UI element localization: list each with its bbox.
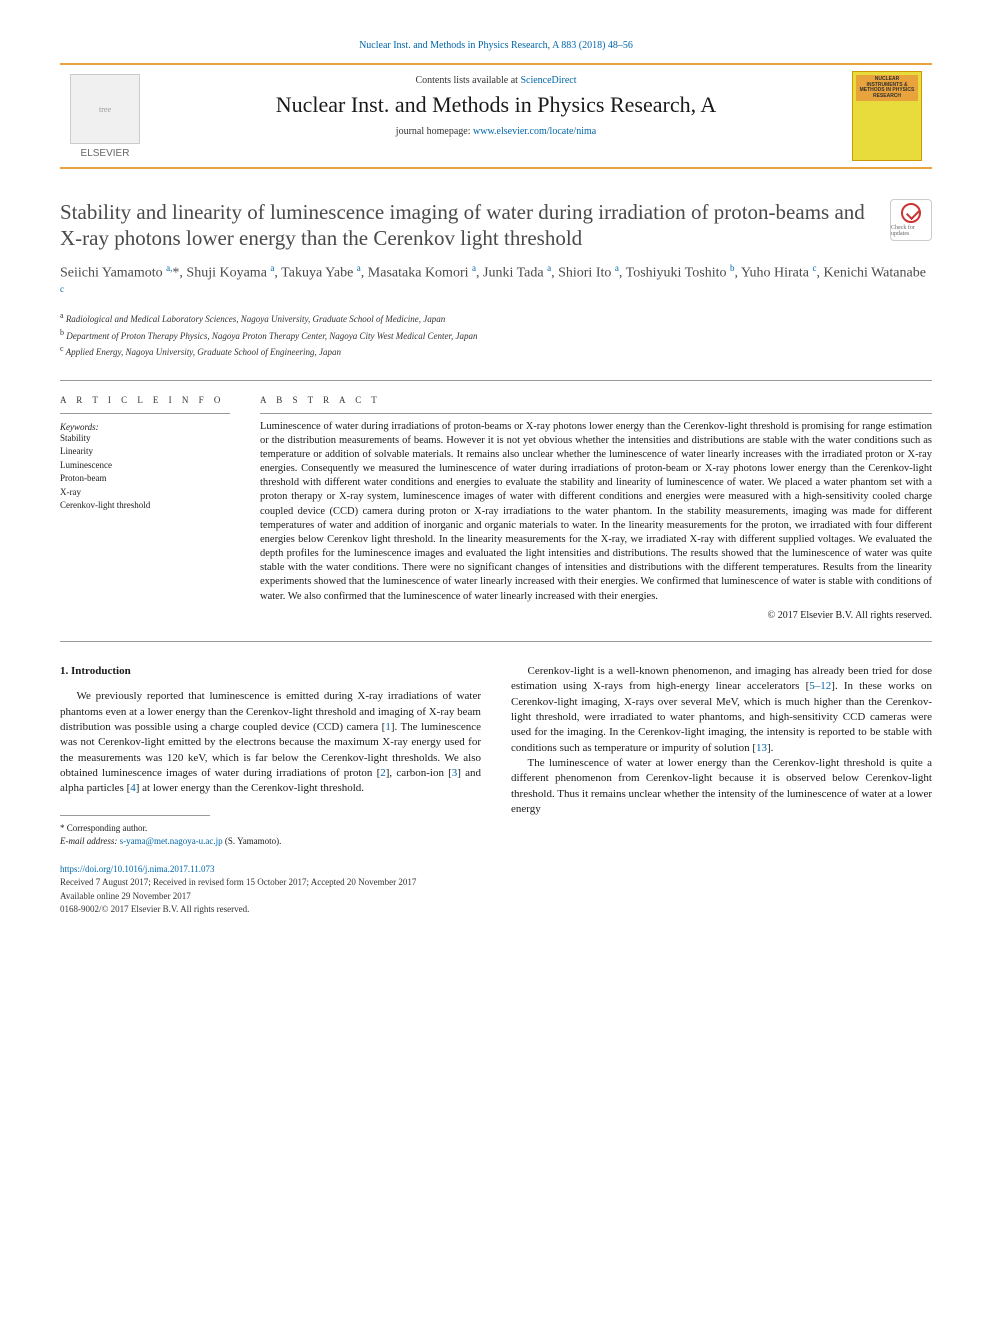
- intro-para-2: Cerenkov-light is a well-known phenomeno…: [511, 664, 932, 756]
- homepage-line: journal homepage: www.elsevier.com/locat…: [156, 126, 836, 137]
- issn-copyright-line: 0168-9002/© 2017 Elsevier B.V. All right…: [60, 904, 249, 914]
- cover-thumb-block: NUCLEAR INSTRUMENTS & METHODS IN PHYSICS…: [842, 65, 932, 167]
- doi-link[interactable]: https://doi.org/10.1016/j.nima.2017.11.0…: [60, 864, 215, 874]
- contents-line: Contents lists available at ScienceDirec…: [156, 75, 836, 86]
- abstract-col: A B S T R A C T Luminescence of water du…: [260, 395, 932, 621]
- crossmark-label: Check for updates: [891, 225, 931, 237]
- contents-prefix: Contents lists available at: [415, 75, 520, 86]
- affiliation-line: a Radiological and Medical Laboratory Sc…: [60, 310, 932, 327]
- elsevier-tree-icon: tree: [70, 74, 140, 144]
- keyword-item: Luminescence: [60, 459, 230, 473]
- available-line: Available online 29 November 2017: [60, 891, 191, 901]
- info-divider: [60, 413, 230, 414]
- email-paren: (S. Yamamoto).: [223, 836, 282, 846]
- title-block: Stability and linearity of luminescence …: [60, 199, 932, 252]
- cover-thumbnail: NUCLEAR INSTRUMENTS & METHODS IN PHYSICS…: [852, 71, 922, 161]
- ref-5-12-link[interactable]: 5–12: [809, 680, 831, 692]
- keywords-list: StabilityLinearityLuminescenceProton-bea…: [60, 432, 230, 513]
- homepage-link[interactable]: www.elsevier.com/locate/nima: [473, 126, 596, 137]
- corresponding-label: * Corresponding author.: [60, 822, 481, 836]
- keyword-item: X-ray: [60, 486, 230, 500]
- keyword-item: Proton-beam: [60, 472, 230, 486]
- doi-history-block: https://doi.org/10.1016/j.nima.2017.11.0…: [60, 863, 932, 917]
- email-line: E-mail address: s-yama@met.nagoya-u.ac.j…: [60, 835, 481, 849]
- journal-name: Nuclear Inst. and Methods in Physics Res…: [156, 92, 836, 118]
- cover-thumb-title: NUCLEAR INSTRUMENTS & METHODS IN PHYSICS…: [856, 75, 918, 101]
- affiliations-block: a Radiological and Medical Laboratory Sc…: [60, 310, 932, 360]
- top-citation: Nuclear Inst. and Methods in Physics Res…: [60, 40, 932, 51]
- journal-header-center: Contents lists available at ScienceDirec…: [150, 65, 842, 167]
- p2-text-c: ].: [767, 742, 773, 754]
- journal-header: tree ELSEVIER Contents lists available a…: [60, 63, 932, 169]
- article-info-col: A R T I C L E I N F O Keywords: Stabilit…: [60, 395, 230, 621]
- intro-para-1: We previously reported that luminescence…: [60, 689, 481, 797]
- intro-para-3: The luminescence of water at lower energ…: [511, 756, 932, 818]
- email-label: E-mail address:: [60, 836, 120, 846]
- footnote-rule: [60, 815, 210, 816]
- keyword-item: Linearity: [60, 445, 230, 459]
- divider-bottom: [60, 641, 932, 642]
- homepage-prefix: journal homepage:: [396, 126, 473, 137]
- affiliation-line: c Applied Energy, Nagoya University, Gra…: [60, 343, 932, 360]
- corresponding-block: * Corresponding author. E-mail address: …: [60, 822, 481, 849]
- body-columns: 1. Introduction We previously reported t…: [60, 664, 932, 849]
- body-col-right: Cerenkov-light is a well-known phenomeno…: [511, 664, 932, 849]
- abstract-copyright: © 2017 Elsevier B.V. All rights reserved…: [260, 610, 932, 621]
- crossmark-badge[interactable]: Check for updates: [890, 199, 932, 241]
- authors-line: Seiichi Yamamoto a,*, Shuji Koyama a, Ta…: [60, 262, 932, 305]
- abstract-divider: [260, 413, 932, 414]
- keyword-item: Stability: [60, 432, 230, 446]
- section-1-heading: 1. Introduction: [60, 664, 481, 679]
- article-title: Stability and linearity of luminescence …: [60, 199, 872, 252]
- affiliation-line: b Department of Proton Therapy Physics, …: [60, 327, 932, 344]
- ref-13-link[interactable]: 13: [756, 742, 767, 754]
- abstract-text: Luminescence of water during irradiation…: [260, 420, 932, 604]
- email-link[interactable]: s-yama@met.nagoya-u.ac.jp: [120, 836, 223, 846]
- keyword-item: Cerenkov-light threshold: [60, 499, 230, 513]
- history-line: Received 7 August 2017; Received in revi…: [60, 877, 416, 887]
- divider-top: [60, 380, 932, 381]
- crossmark-check-icon: [901, 203, 921, 223]
- publisher-label: ELSEVIER: [81, 148, 130, 159]
- sciencedirect-link[interactable]: ScienceDirect: [520, 75, 576, 86]
- keywords-label: Keywords:: [60, 422, 230, 432]
- publisher-logo-block: tree ELSEVIER: [60, 65, 150, 167]
- article-info-heading: A R T I C L E I N F O: [60, 395, 230, 405]
- body-col-left: 1. Introduction We previously reported t…: [60, 664, 481, 849]
- p1-text-c: ], carbon-ion [: [386, 767, 452, 779]
- abstract-heading: A B S T R A C T: [260, 395, 932, 405]
- p1-text-e: ] at lower energy than the Cerenkov-ligh…: [136, 782, 364, 794]
- info-abstract-row: A R T I C L E I N F O Keywords: Stabilit…: [60, 395, 932, 621]
